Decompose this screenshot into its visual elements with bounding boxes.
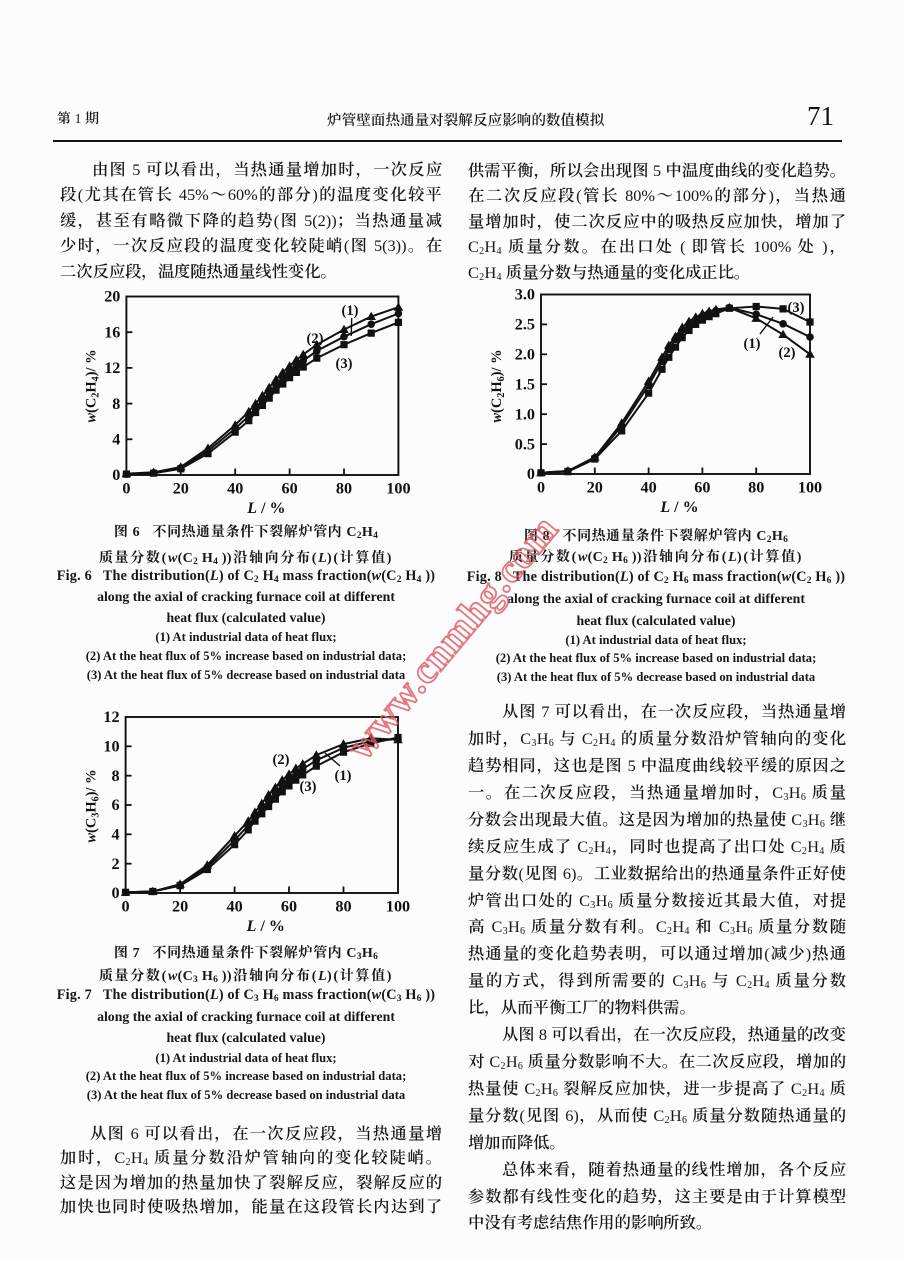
svg-text:6: 6 bbox=[112, 796, 120, 814]
svg-text:100: 100 bbox=[386, 480, 410, 498]
svg-text:w(C2H4)/ %: w(C2H4)/ % bbox=[84, 349, 102, 422]
svg-text:(2): (2) bbox=[273, 752, 290, 768]
svg-text:0: 0 bbox=[122, 898, 130, 916]
svg-text:0: 0 bbox=[112, 884, 120, 902]
svg-text:3.0: 3.0 bbox=[515, 286, 535, 304]
svg-text:0: 0 bbox=[122, 480, 130, 498]
svg-text:100: 100 bbox=[386, 898, 410, 916]
svg-text:40: 40 bbox=[641, 479, 657, 497]
svg-text:80: 80 bbox=[748, 479, 764, 497]
svg-text:(3): (3) bbox=[336, 356, 353, 372]
svg-text:2.0: 2.0 bbox=[515, 346, 535, 364]
svg-text:(3): (3) bbox=[788, 300, 805, 316]
svg-text:4: 4 bbox=[112, 826, 120, 844]
svg-text:20: 20 bbox=[104, 288, 120, 306]
svg-text:16: 16 bbox=[104, 323, 120, 341]
svg-text:(1): (1) bbox=[335, 768, 352, 784]
svg-text:20: 20 bbox=[173, 480, 189, 498]
svg-text:40: 40 bbox=[227, 480, 243, 498]
svg-text:L / %: L / % bbox=[246, 500, 285, 517]
svg-text:1.5: 1.5 bbox=[515, 375, 535, 393]
svg-text:60: 60 bbox=[281, 898, 297, 916]
svg-text:w(C3H6)/ %: w(C3H6)/ % bbox=[84, 769, 102, 842]
svg-text:(1): (1) bbox=[342, 303, 359, 319]
svg-text:20: 20 bbox=[587, 479, 603, 497]
svg-text:12: 12 bbox=[103, 708, 119, 726]
svg-text:4: 4 bbox=[112, 431, 120, 449]
svg-text:L / %: L / % bbox=[246, 918, 285, 935]
svg-text:100: 100 bbox=[798, 479, 822, 497]
svg-text:0: 0 bbox=[527, 465, 535, 483]
svg-text:60: 60 bbox=[694, 479, 710, 497]
svg-text:10: 10 bbox=[103, 738, 119, 756]
svg-text:0: 0 bbox=[112, 466, 120, 484]
svg-text:w(C2H6)/ %: w(C2H6)/ % bbox=[489, 349, 507, 422]
svg-text:2.5: 2.5 bbox=[515, 316, 535, 334]
svg-text:80: 80 bbox=[336, 480, 352, 498]
svg-text:(3): (3) bbox=[300, 779, 317, 795]
svg-text:40: 40 bbox=[227, 898, 243, 916]
svg-text:20: 20 bbox=[172, 898, 188, 916]
svg-text:1.0: 1.0 bbox=[515, 405, 535, 423]
svg-text:80: 80 bbox=[335, 898, 351, 916]
svg-text:2: 2 bbox=[112, 855, 120, 873]
svg-text:(1): (1) bbox=[744, 336, 761, 352]
svg-text:L / %: L / % bbox=[659, 499, 698, 516]
svg-text:8: 8 bbox=[112, 767, 120, 785]
svg-text:(2): (2) bbox=[307, 331, 324, 347]
svg-text:12: 12 bbox=[104, 359, 120, 377]
svg-text:(2): (2) bbox=[779, 345, 796, 361]
svg-text:0: 0 bbox=[537, 479, 545, 497]
svg-text:8: 8 bbox=[112, 395, 120, 413]
svg-text:0.5: 0.5 bbox=[515, 435, 535, 453]
svg-text:60: 60 bbox=[282, 480, 298, 498]
